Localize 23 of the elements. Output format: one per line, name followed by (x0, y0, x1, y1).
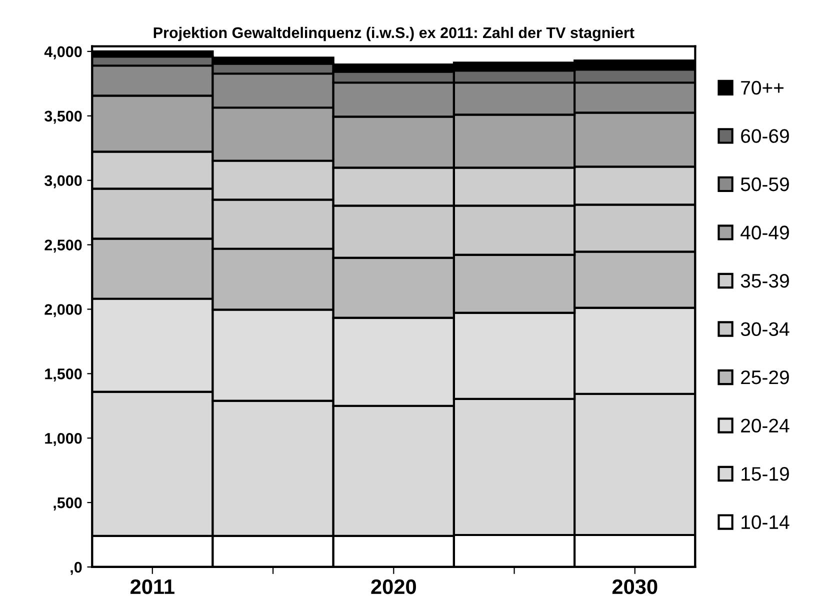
legend-label: 30-34 (740, 322, 790, 336)
legend-label: 15-19 (742, 467, 789, 481)
y-tick-label: ,500 (54, 497, 82, 510)
legend-label: 25-29 (741, 370, 789, 384)
legend-label: 20-24 (741, 418, 790, 433)
y-tick-label: 2,500 (44, 240, 82, 253)
y-tick-label: 2,000 (44, 304, 82, 318)
legend-label: 40-49 (740, 226, 789, 240)
chart-title: Projektion Gewaltdelinquenz (i.w.S.) ex 2011: Zahl der TV stagniert (154, 26, 634, 42)
legend-label: 70++ (741, 80, 784, 95)
y-tick-label: 1,000 (45, 432, 82, 446)
legend-label: 35-39 (740, 274, 789, 288)
legend-label: 10-14 (742, 515, 790, 530)
x-tick-label: 2011 (130, 579, 174, 594)
x-tick-label: 2030 (612, 579, 658, 594)
y-tick-label: 1,500 (45, 368, 82, 382)
legend-label: 50-59 (740, 177, 789, 192)
x-tick-label: 2020 (371, 579, 416, 594)
y-tick-label: 3,000 (44, 175, 82, 188)
y-tick-label: 3,500 (44, 110, 82, 124)
y-tick-label: ,0 (70, 562, 82, 575)
y-tick-label: 4,000 (44, 46, 82, 60)
legend-label: 60-69 (741, 129, 789, 143)
